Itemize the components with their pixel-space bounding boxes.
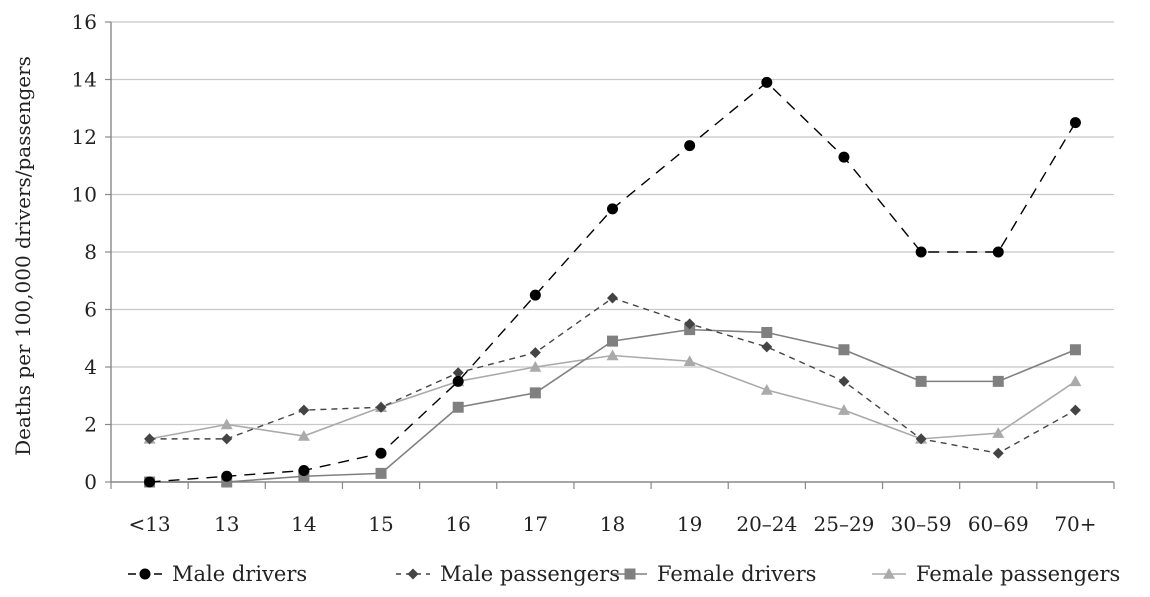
y-axis-ticks: 0 2 4 6 8 10 12 14 16 <box>72 10 111 494</box>
data-point-female-drivers <box>915 375 927 387</box>
data-point-female-passengers <box>992 427 1005 438</box>
data-point-male-passengers <box>529 347 541 359</box>
data-point-male-drivers <box>529 289 541 301</box>
data-point-female-drivers <box>838 344 850 356</box>
legend-marker-male-passengers <box>407 568 419 580</box>
data-point-male-drivers <box>915 246 927 258</box>
data-point-female-drivers <box>992 375 1004 387</box>
x-tick-label: 18 <box>600 512 625 536</box>
y-tick-label: 16 <box>72 10 97 34</box>
x-tick-label: 30–59 <box>891 512 952 536</box>
x-tick-label: 20–24 <box>736 512 797 536</box>
data-point-female-drivers <box>529 387 541 399</box>
data-point-male-passengers <box>838 375 850 387</box>
legend: Male drivers Male passengers Female driver… <box>128 562 1120 586</box>
legend-label-male-passengers: Male passengers <box>440 562 620 586</box>
x-tick-label: 13 <box>214 512 239 536</box>
series-male-drivers <box>144 76 1081 488</box>
legend-label-female-drivers: Female drivers <box>657 562 816 586</box>
data-point-female-passengers <box>297 430 310 441</box>
data-point-male-passengers <box>298 404 310 416</box>
data-point-male-passengers <box>761 341 773 353</box>
gridlines <box>111 21 1114 426</box>
data-point-male-passengers <box>452 367 464 379</box>
data-point-male-drivers <box>607 203 618 215</box>
data-point-female-passengers <box>837 404 850 415</box>
data-point-male-passengers <box>684 318 696 330</box>
data-point-male-drivers <box>144 476 156 488</box>
data-point-female-drivers <box>684 324 696 336</box>
legend-marker-female-passengers <box>883 568 895 579</box>
y-tick-label: 14 <box>72 68 97 92</box>
x-tick-label: 16 <box>445 512 470 536</box>
data-point-male-drivers <box>298 465 310 476</box>
data-point-female-drivers <box>221 476 233 488</box>
data-point-male-passengers <box>915 433 927 445</box>
data-point-male-drivers <box>761 76 773 88</box>
data-point-female-passengers <box>1069 375 1082 387</box>
legend-item-female-drivers: Female drivers <box>613 562 816 586</box>
data-point-female-drivers <box>1069 344 1081 356</box>
series-female-drivers <box>144 324 1081 488</box>
legend-item-male-drivers: Male drivers <box>128 562 307 586</box>
data-point-female-drivers <box>375 467 387 479</box>
y-tick-label: 8 <box>84 240 97 264</box>
data-point-female-drivers <box>452 401 464 413</box>
legend-item-female-passengers: Female passengers <box>872 562 1120 586</box>
data-point-female-drivers <box>761 327 773 338</box>
data-point-male-drivers <box>838 151 850 163</box>
legend-marker-male-drivers <box>139 568 151 580</box>
data-point-female-passengers <box>220 418 233 430</box>
data-point-male-drivers <box>375 447 387 459</box>
data-point-female-passengers <box>529 361 542 372</box>
y-axis-label: Deaths per 100,000 drivers/passengers <box>11 56 35 456</box>
x-tick-label: 17 <box>523 512 548 536</box>
data-point-male-drivers <box>221 470 233 482</box>
x-tick-label: 25–29 <box>814 512 875 536</box>
x-tick-label: 60–69 <box>968 512 1029 536</box>
data-point-male-passengers <box>375 401 387 413</box>
data-point-male-passengers <box>992 447 1004 459</box>
x-tick-label: 15 <box>368 512 393 536</box>
y-tick-label: 10 <box>72 183 97 207</box>
data-point-male-passengers <box>1069 404 1081 416</box>
legend-label-male-drivers: Male drivers <box>172 562 307 586</box>
y-tick-label: 0 <box>84 470 97 494</box>
data-point-female-drivers <box>298 470 310 482</box>
data-point-male-passengers <box>221 433 233 445</box>
data-point-female-passengers <box>606 349 619 361</box>
x-tick-label: 14 <box>291 512 316 536</box>
y-tick-label: 12 <box>72 125 97 149</box>
x-tick-label: <13 <box>128 512 170 536</box>
data-point-male-passengers <box>607 292 618 304</box>
data-point-male-drivers <box>992 246 1004 258</box>
data-point-male-drivers <box>452 375 464 387</box>
data-point-female-passengers <box>760 384 773 395</box>
series-line-male-drivers <box>149 81 1077 483</box>
data-point-male-passengers <box>144 433 156 445</box>
series-line-male-passengers <box>149 297 1076 454</box>
data-point-male-drivers <box>684 140 696 152</box>
x-tick-label: 19 <box>677 512 702 536</box>
series-lines <box>143 76 1082 488</box>
legend-label-female-passengers: Female passengers <box>916 562 1120 586</box>
series-male-passengers <box>144 292 1081 459</box>
series-line-female-passengers <box>149 354 1076 440</box>
y-tick-label: 6 <box>84 298 97 322</box>
x-tick-label: 70+ <box>1054 512 1096 536</box>
data-point-male-drivers <box>1069 117 1081 129</box>
series-female-passengers <box>143 349 1082 444</box>
legend-marker-female-drivers <box>624 568 636 580</box>
legend-item-male-passengers: Male passengers <box>396 562 620 586</box>
y-tick-label: 2 <box>84 413 97 437</box>
y-tick-label: 4 <box>84 355 97 379</box>
x-axis-ticks: <13 13 14 15 16 17 18 19 20–24 25–29 30–59 60–69 70+ <box>110 482 1115 536</box>
data-point-female-drivers <box>607 335 618 347</box>
data-point-female-passengers <box>683 355 696 367</box>
